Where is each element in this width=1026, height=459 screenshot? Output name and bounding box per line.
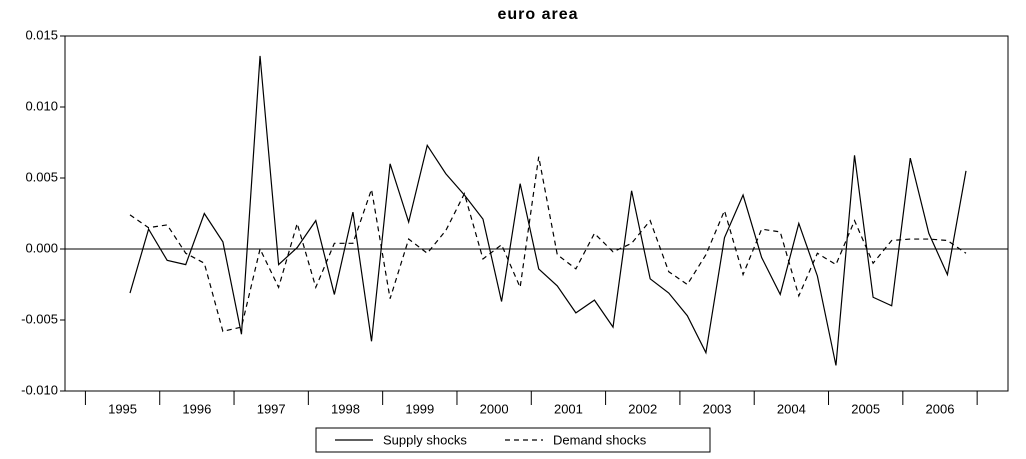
y-tick-label: 0.000 [25,240,58,255]
x-tick-label: 1999 [405,401,434,416]
x-tick-label: 2000 [480,401,509,416]
x-tick-label: 2001 [554,401,583,416]
x-tick-label: 2004 [777,401,806,416]
y-tick-label: -0.005 [21,311,58,326]
legend-label: Supply shocks [383,432,467,447]
y-tick-label: -0.010 [21,382,58,397]
legend-label: Demand shocks [553,432,647,447]
series-line [129,156,967,333]
x-tick-label: 1998 [331,401,360,416]
x-tick-label: 1996 [182,401,211,416]
y-tick-label: 0.015 [25,27,58,42]
y-tick-label: 0.005 [25,169,58,184]
series-line [129,55,967,366]
x-tick-label: 1997 [257,401,286,416]
x-tick-label: 1995 [108,401,137,416]
x-tick-label: 2006 [926,401,955,416]
legend-box [315,427,711,453]
chart-title: euro area [497,6,578,23]
x-tick-label: 2003 [703,401,732,416]
x-tick-label: 2002 [628,401,657,416]
plot-frame [64,35,1009,392]
x-tick-label: 2005 [851,401,880,416]
y-tick-label: 0.010 [25,98,58,113]
